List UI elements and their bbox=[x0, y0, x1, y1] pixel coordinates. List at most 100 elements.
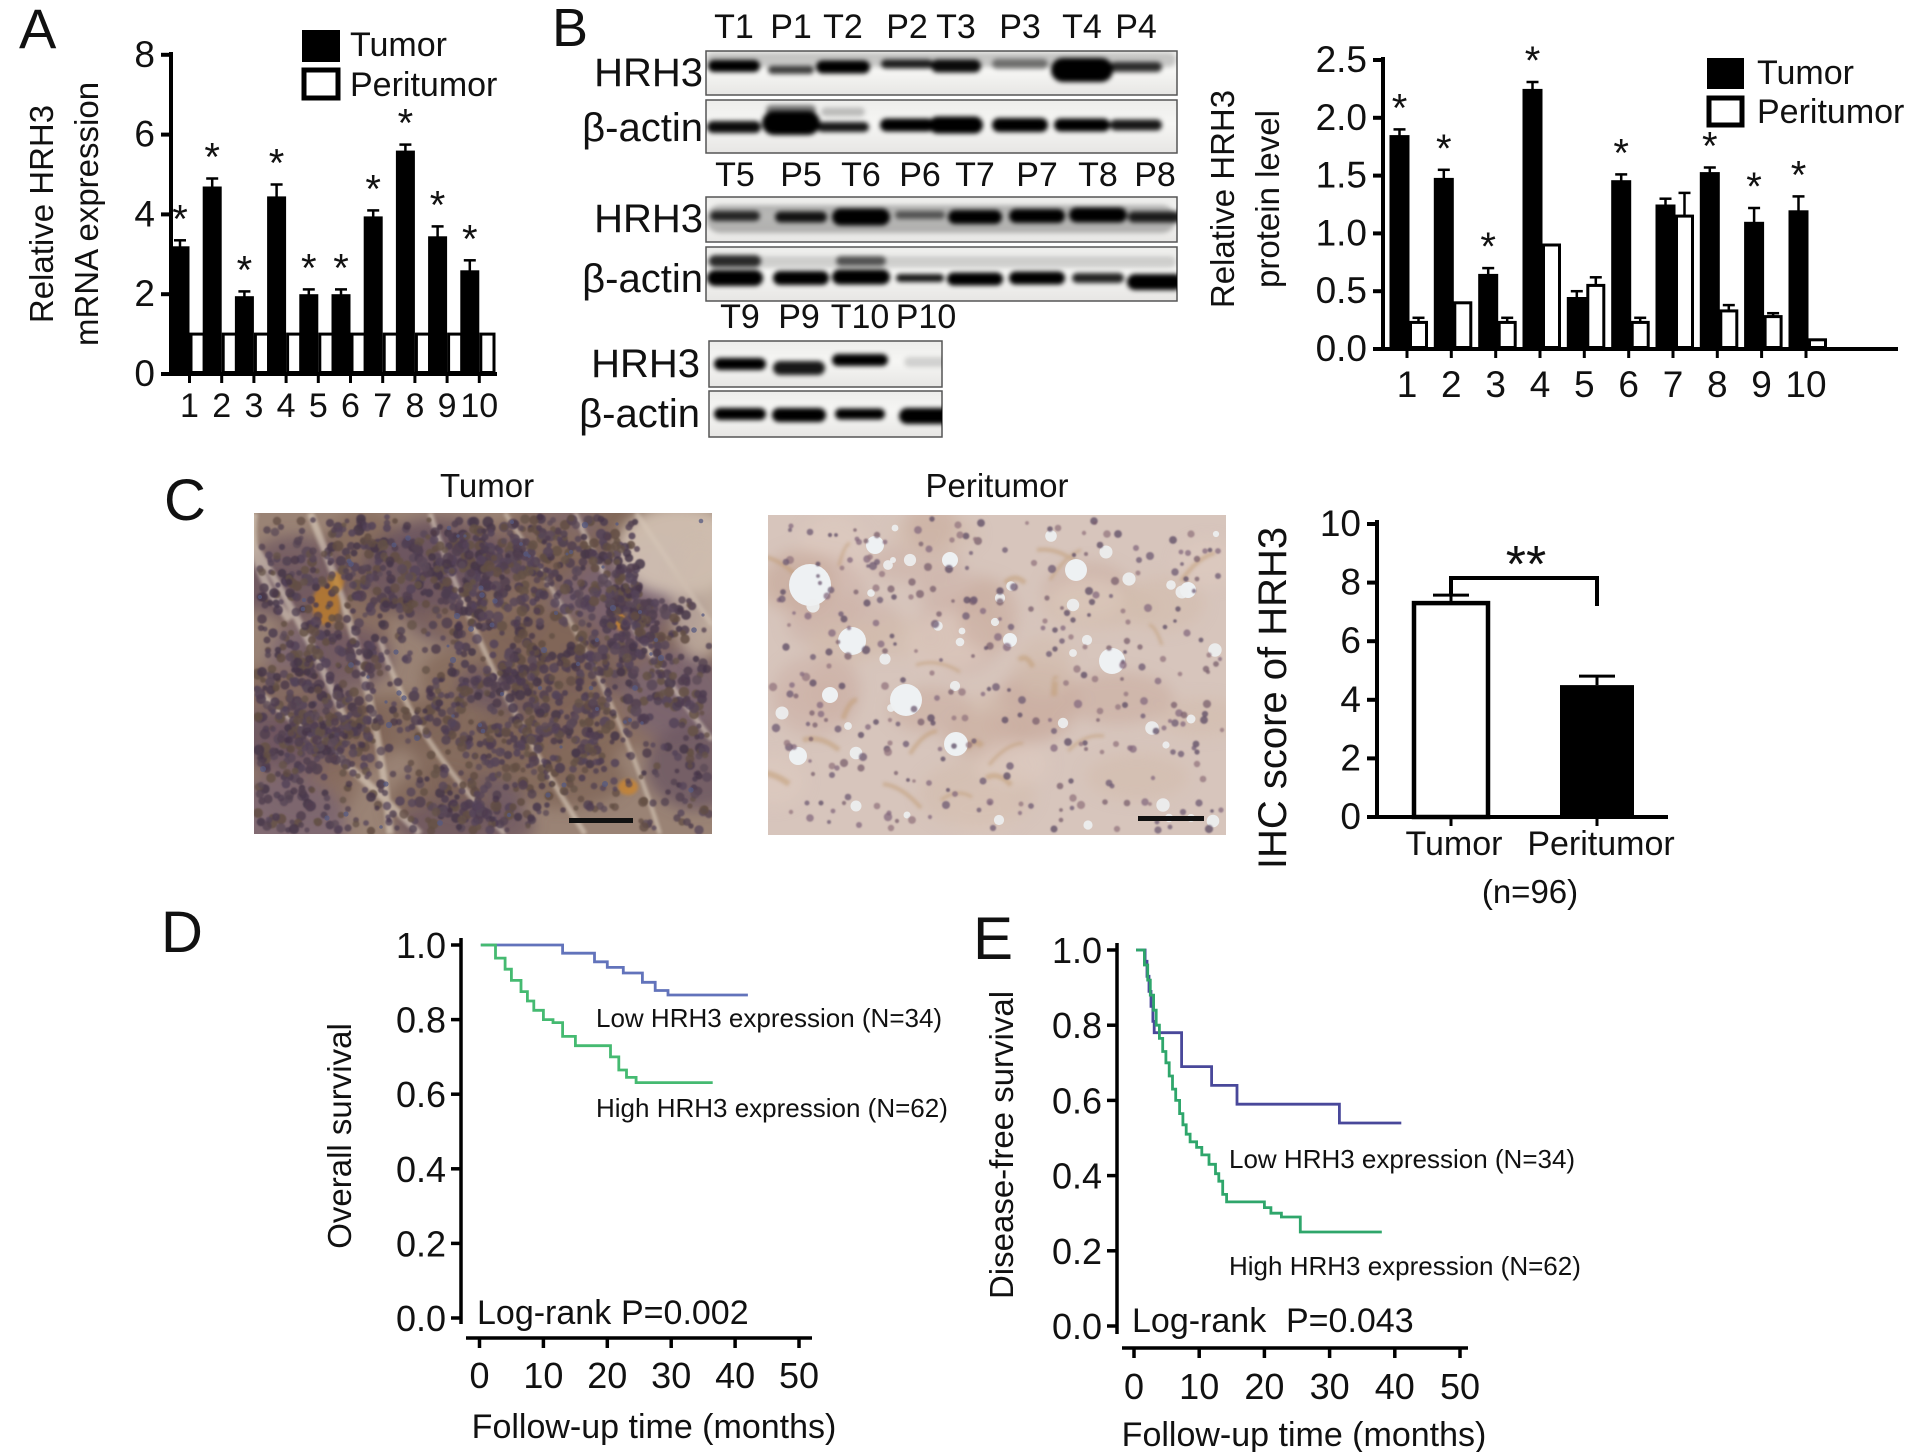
svg-text:P10: P10 bbox=[896, 298, 957, 336]
svg-text:protein level: protein level bbox=[1249, 110, 1286, 288]
svg-text:0: 0 bbox=[469, 1355, 489, 1396]
svg-text:10: 10 bbox=[1320, 503, 1361, 544]
svg-text:*: * bbox=[1613, 131, 1629, 175]
svg-text:P1: P1 bbox=[770, 8, 812, 46]
svg-text:6: 6 bbox=[341, 387, 360, 425]
svg-text:1.0: 1.0 bbox=[396, 925, 446, 966]
svg-text:1.0: 1.0 bbox=[1052, 930, 1102, 971]
svg-text:*: * bbox=[1480, 225, 1496, 269]
svg-text:10: 10 bbox=[460, 387, 498, 425]
svg-text:2: 2 bbox=[1340, 737, 1361, 778]
svg-text:0: 0 bbox=[134, 353, 155, 394]
svg-text:High HRH3 expression (N=62): High HRH3 expression (N=62) bbox=[596, 1093, 948, 1123]
svg-text:*: * bbox=[172, 197, 188, 241]
svg-text:T10: T10 bbox=[831, 298, 890, 336]
svg-text:*: * bbox=[269, 142, 285, 186]
svg-text:P=0.002: P=0.002 bbox=[621, 1294, 749, 1332]
svg-text:T6: T6 bbox=[841, 156, 881, 194]
svg-text:P7: P7 bbox=[1016, 156, 1058, 194]
svg-text:2.5: 2.5 bbox=[1316, 39, 1367, 80]
svg-text:A: A bbox=[19, 0, 57, 60]
svg-text:*: * bbox=[1525, 39, 1541, 83]
svg-text:8: 8 bbox=[1340, 562, 1361, 603]
svg-text:mRNA expression: mRNA expression bbox=[68, 82, 105, 346]
svg-text:Tumor: Tumor bbox=[350, 26, 447, 64]
svg-text:HRH3: HRH3 bbox=[591, 342, 700, 386]
svg-text:Low HRH3 expression (N=34): Low HRH3 expression (N=34) bbox=[1229, 1144, 1575, 1174]
svg-text:T9: T9 bbox=[720, 298, 760, 336]
svg-text:T4: T4 bbox=[1062, 8, 1102, 46]
svg-text:**: ** bbox=[1506, 536, 1546, 594]
svg-text:0.6: 0.6 bbox=[1052, 1080, 1102, 1121]
svg-text:*: * bbox=[1702, 125, 1718, 169]
svg-text:2: 2 bbox=[212, 387, 231, 425]
svg-text:Peritumor: Peritumor bbox=[1757, 93, 1904, 131]
svg-text:Relative HRH3: Relative HRH3 bbox=[1204, 90, 1241, 308]
svg-text:0.4: 0.4 bbox=[396, 1149, 446, 1190]
svg-text:5: 5 bbox=[1574, 364, 1595, 405]
svg-text:P2: P2 bbox=[886, 8, 928, 46]
svg-text:4: 4 bbox=[1340, 679, 1361, 720]
svg-text:*: * bbox=[1392, 86, 1408, 130]
svg-text:6: 6 bbox=[1618, 364, 1639, 405]
svg-text:4: 4 bbox=[134, 193, 155, 234]
svg-text:6: 6 bbox=[1340, 620, 1361, 661]
svg-text:*: * bbox=[365, 167, 381, 211]
svg-text:β-actin: β-actin bbox=[582, 106, 703, 150]
svg-text:Disease-free survival: Disease-free survival bbox=[983, 991, 1020, 1299]
svg-text:Peritumor: Peritumor bbox=[925, 467, 1068, 504]
svg-text:6: 6 bbox=[134, 114, 155, 155]
svg-text:β-actin: β-actin bbox=[579, 392, 700, 436]
svg-text:*: * bbox=[237, 248, 253, 292]
svg-text:High HRH3 expression (N=62): High HRH3 expression (N=62) bbox=[1229, 1251, 1581, 1281]
svg-text:P9: P9 bbox=[778, 298, 820, 336]
svg-text:4: 4 bbox=[1530, 364, 1551, 405]
svg-text:(n=96): (n=96) bbox=[1482, 873, 1578, 910]
svg-text:1: 1 bbox=[1397, 364, 1418, 405]
svg-text:0: 0 bbox=[1124, 1366, 1144, 1407]
svg-text:10: 10 bbox=[1179, 1366, 1219, 1407]
svg-text:0.0: 0.0 bbox=[396, 1298, 446, 1339]
svg-text:2.0: 2.0 bbox=[1316, 97, 1367, 138]
svg-text:Tumor: Tumor bbox=[1757, 54, 1854, 92]
svg-text:9: 9 bbox=[438, 387, 457, 425]
svg-text:*: * bbox=[430, 183, 446, 227]
svg-text:T2: T2 bbox=[823, 8, 863, 46]
svg-text:*: * bbox=[204, 136, 220, 180]
svg-text:40: 40 bbox=[1375, 1366, 1415, 1407]
svg-text:T1: T1 bbox=[714, 8, 754, 46]
svg-text:1: 1 bbox=[180, 387, 199, 425]
svg-text:*: * bbox=[462, 217, 478, 261]
svg-text:7: 7 bbox=[1663, 364, 1684, 405]
svg-text:T3: T3 bbox=[936, 8, 976, 46]
svg-text:10: 10 bbox=[1785, 364, 1826, 405]
svg-text:50: 50 bbox=[1440, 1366, 1480, 1407]
svg-text:8: 8 bbox=[134, 34, 155, 75]
svg-text:40: 40 bbox=[715, 1355, 755, 1396]
svg-text:HRH3: HRH3 bbox=[594, 197, 703, 241]
svg-text:1.0: 1.0 bbox=[1316, 212, 1367, 253]
svg-text:Log-rank: Log-rank bbox=[477, 1294, 612, 1332]
svg-text:30: 30 bbox=[651, 1355, 691, 1396]
svg-text:β-actin: β-actin bbox=[582, 257, 703, 301]
svg-text:8: 8 bbox=[405, 387, 424, 425]
svg-text:P4: P4 bbox=[1115, 8, 1157, 46]
svg-text:1.5: 1.5 bbox=[1316, 155, 1367, 196]
svg-text:*: * bbox=[301, 246, 317, 290]
svg-text:*: * bbox=[1746, 165, 1762, 209]
svg-text:Peritumor: Peritumor bbox=[350, 66, 497, 104]
svg-text:5: 5 bbox=[309, 387, 328, 425]
svg-text:0: 0 bbox=[1340, 796, 1361, 837]
svg-text:T5: T5 bbox=[715, 156, 755, 194]
svg-text:Relative HRH3: Relative HRH3 bbox=[23, 105, 60, 323]
svg-text:P8: P8 bbox=[1134, 156, 1176, 194]
svg-text:20: 20 bbox=[587, 1355, 627, 1396]
svg-text:Follow-up time (months): Follow-up time (months) bbox=[1122, 1416, 1487, 1452]
svg-text:0.8: 0.8 bbox=[396, 1000, 446, 1041]
svg-text:C: C bbox=[164, 468, 206, 533]
svg-text:0.6: 0.6 bbox=[396, 1074, 446, 1115]
svg-text:2: 2 bbox=[1441, 364, 1462, 405]
svg-text:Follow-up time (months): Follow-up time (months) bbox=[472, 1408, 837, 1446]
svg-text:Log-rank: Log-rank bbox=[1132, 1302, 1267, 1340]
svg-text:Low HRH3 expression (N=34): Low HRH3 expression (N=34) bbox=[596, 1003, 942, 1033]
